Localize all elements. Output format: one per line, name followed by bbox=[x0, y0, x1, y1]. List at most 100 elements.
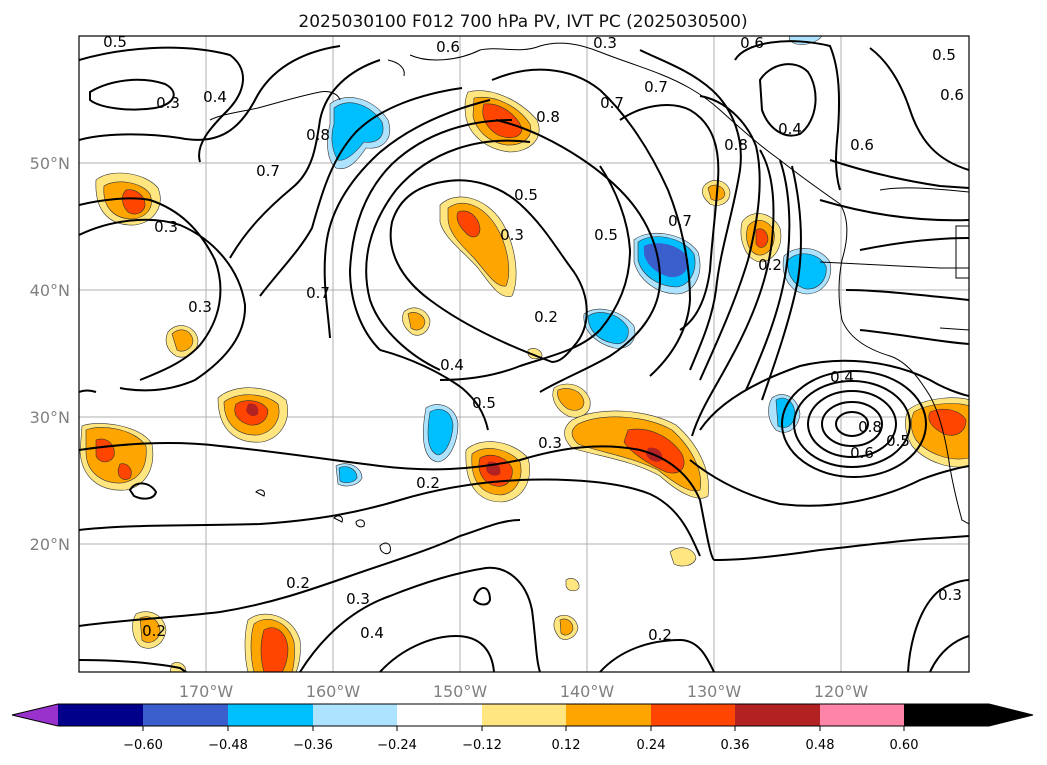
contour-label: 0.3 bbox=[593, 34, 617, 52]
colorbar-tick: 0.36 bbox=[721, 738, 750, 753]
contour-line bbox=[348, 119, 513, 351]
colorbar-segment bbox=[143, 704, 228, 726]
contour-label: 0.3 bbox=[538, 434, 562, 452]
lon-label: 150°W bbox=[433, 682, 488, 701]
coastline-aleutians bbox=[209, 91, 341, 121]
island-hawaii bbox=[355, 519, 365, 528]
anomaly-pos bbox=[565, 578, 580, 592]
lon-label: 130°W bbox=[687, 682, 742, 701]
anomaly-pos bbox=[559, 618, 574, 636]
contour-label: 0.4 bbox=[360, 624, 384, 642]
contour-line bbox=[929, 635, 969, 672]
colorbar-segment bbox=[820, 704, 904, 726]
coastline-alaska bbox=[387, 59, 405, 77]
contour-line bbox=[379, 634, 495, 672]
contour-line bbox=[734, 40, 841, 191]
contour-line bbox=[758, 63, 817, 137]
contour-line bbox=[619, 104, 720, 331]
contour-label: 0.2 bbox=[534, 308, 558, 326]
contour-line bbox=[907, 579, 969, 672]
contour-label: 0.6 bbox=[850, 136, 874, 154]
contour-line bbox=[259, 87, 463, 297]
island-small bbox=[255, 489, 265, 497]
contour-label: 0.3 bbox=[156, 94, 180, 112]
contour-line bbox=[491, 68, 692, 377]
colorbar-tick: 0.24 bbox=[637, 738, 666, 753]
colorbar-segment bbox=[313, 704, 397, 726]
anomaly-pos bbox=[755, 228, 769, 248]
anomaly-pos bbox=[557, 388, 585, 411]
lat-label: 20°N bbox=[30, 535, 70, 554]
lon-label: 160°W bbox=[306, 682, 361, 701]
contour-line bbox=[79, 442, 715, 561]
colorbar-tick: 0.60 bbox=[890, 738, 919, 753]
contour-line bbox=[79, 389, 97, 393]
latitude-labels: 50°N 40°N 30°N 20°N bbox=[30, 154, 70, 554]
coastline-north-america bbox=[409, 42, 969, 525]
colorbar-segment bbox=[651, 704, 735, 726]
figure-title: 2025030100 F012 700 hPa PV, IVT PC (2025… bbox=[298, 12, 747, 32]
contour-label: 0.5 bbox=[103, 33, 127, 51]
lon-label: 170°W bbox=[179, 682, 234, 701]
anomaly-pos bbox=[407, 312, 426, 331]
lat-label: 50°N bbox=[30, 154, 70, 173]
contour-label: 0.8 bbox=[858, 418, 882, 436]
colorbar: −0.60 −0.48 −0.36 −0.24 −0.12 0.12 0.24 … bbox=[11, 703, 1034, 753]
contour-label: 0.2 bbox=[286, 574, 310, 592]
contour-label: 0.6 bbox=[436, 38, 460, 56]
contour-label: 0.7 bbox=[306, 284, 330, 302]
contour-line bbox=[869, 47, 969, 171]
contour-label: 0.6 bbox=[850, 444, 874, 462]
anomaly-neg bbox=[338, 466, 358, 483]
contour-line bbox=[79, 46, 244, 163]
contour-label: 0.6 bbox=[740, 34, 764, 52]
contour-label: 0.5 bbox=[594, 226, 618, 244]
longitude-labels: 170°W 160°W 150°W 140°W 130°W 120°W bbox=[179, 682, 869, 701]
colorbar-extend-low bbox=[12, 704, 58, 726]
contour-line bbox=[599, 638, 715, 672]
contour-label: 0.7 bbox=[668, 212, 692, 230]
contour-line bbox=[79, 478, 701, 557]
contour-label: 0.3 bbox=[938, 586, 962, 604]
contour-line bbox=[495, 119, 662, 393]
anomaly-pos bbox=[117, 463, 132, 480]
contour-label: 0.5 bbox=[886, 432, 910, 450]
contour-label: 0.8 bbox=[724, 136, 748, 154]
contour-line bbox=[79, 519, 521, 627]
contour-line bbox=[821, 401, 883, 447]
contour-label: 0.3 bbox=[346, 590, 370, 608]
contour-line bbox=[365, 139, 531, 371]
contour-label: 0.2 bbox=[648, 626, 672, 644]
anomaly-neg bbox=[427, 409, 454, 456]
contour-line bbox=[389, 179, 588, 364]
contour-label: 0.2 bbox=[758, 256, 782, 274]
contour-label: 0.5 bbox=[472, 394, 496, 412]
colorbar-segment bbox=[228, 704, 313, 726]
colorbar-tick: −0.60 bbox=[123, 738, 163, 753]
contour-labels: 0.5 0.6 0.3 0.6 0.5 0.4 0.3 0.8 0.8 0.7 … bbox=[103, 33, 964, 644]
contour-line bbox=[829, 159, 969, 189]
colorbar-segment bbox=[735, 704, 820, 726]
anomaly-neg bbox=[788, 36, 823, 45]
contour-label: 0.4 bbox=[830, 368, 854, 386]
contour-label: 0.4 bbox=[440, 356, 464, 374]
colorbar-tick: −0.36 bbox=[293, 738, 333, 753]
colorbar-outline bbox=[11, 703, 1034, 727]
contour-line bbox=[807, 390, 897, 458]
contour-label: 0.7 bbox=[600, 94, 624, 112]
contour-line bbox=[79, 218, 247, 392]
contour-label: 0.2 bbox=[142, 622, 166, 640]
contour-line bbox=[439, 165, 632, 381]
colorbar-segment bbox=[566, 704, 651, 726]
contour-label: 0.6 bbox=[940, 86, 964, 104]
anomaly-pos bbox=[456, 210, 481, 238]
contour-label: 0.5 bbox=[514, 186, 538, 204]
lon-label: 140°W bbox=[560, 682, 615, 701]
contour-line bbox=[79, 45, 341, 141]
contour-label: 0.3 bbox=[154, 218, 178, 236]
contour-label: 0.7 bbox=[644, 78, 668, 96]
colorbar-tick: −0.48 bbox=[208, 738, 248, 753]
contour-line bbox=[713, 535, 969, 561]
colorbar-extend-high bbox=[904, 704, 1033, 726]
